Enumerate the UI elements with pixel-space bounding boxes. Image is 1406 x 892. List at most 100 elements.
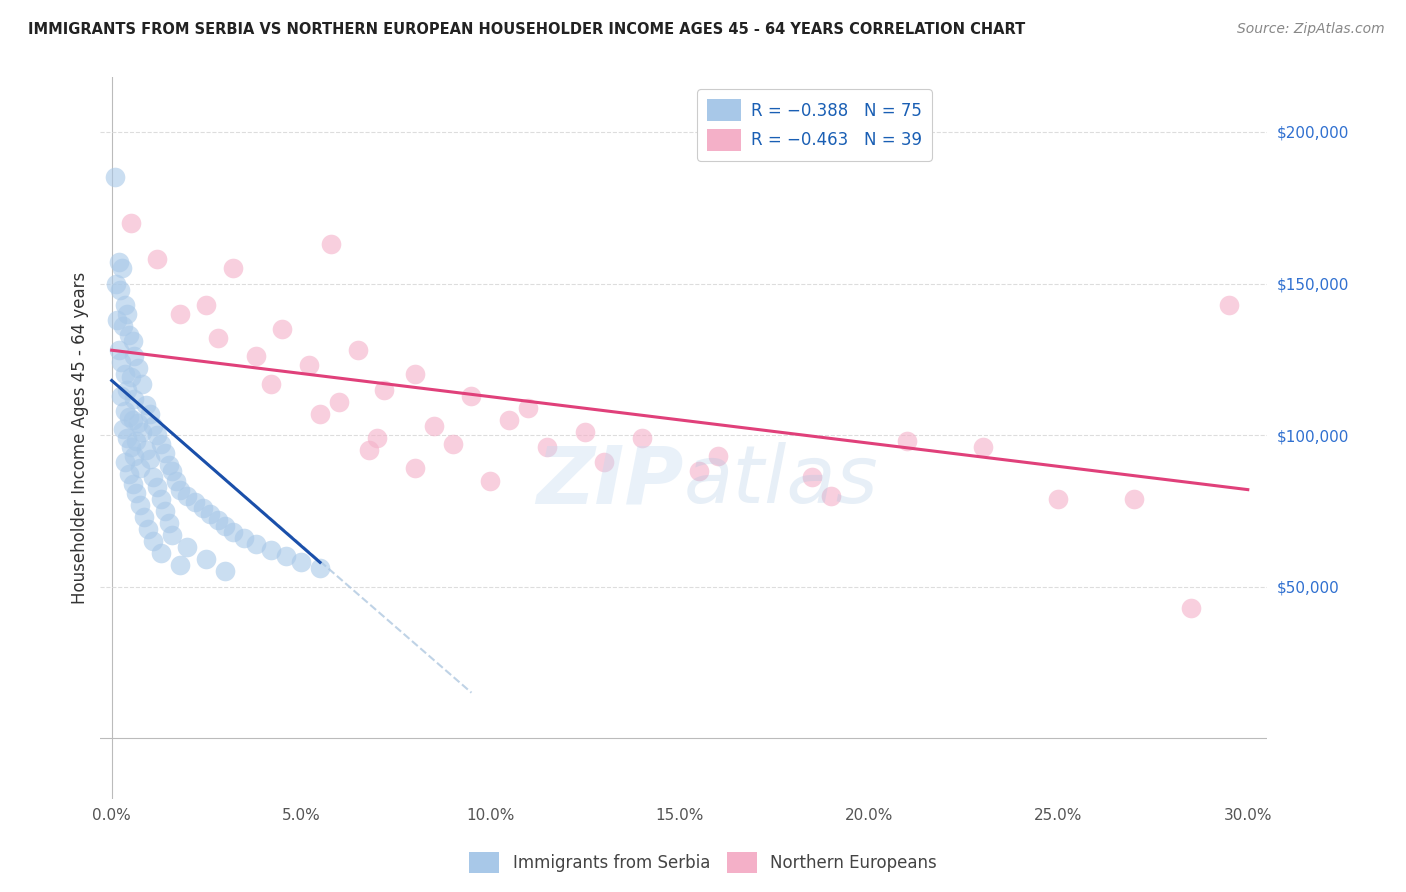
Point [136,522,159,536]
Text: Source: ZipAtlas.com: Source: ZipAtlas.com [1237,22,1385,37]
Point [631,431,654,445]
Point [107,255,129,269]
Point [120,216,142,230]
Point [321,237,343,252]
Point [162,465,184,479]
Point [169,558,191,573]
Point [191,500,214,515]
Point [165,474,187,488]
Point [207,513,229,527]
Point [114,368,136,382]
Point [131,425,153,439]
Point [105,277,128,291]
Point [176,540,198,554]
Point [195,298,218,312]
Point [124,392,146,406]
Y-axis label: Householder Income Ages 45 - 64 years: Householder Income Ages 45 - 64 years [72,272,89,604]
Point [115,431,138,445]
Point [135,398,157,412]
Point [1123,491,1146,506]
Point [1047,491,1070,506]
Point [169,483,191,497]
Point [214,519,236,533]
Point [121,476,143,491]
Point [536,440,558,454]
Point [498,413,520,427]
Point [125,434,148,449]
Point [110,389,132,403]
Point [118,328,141,343]
Point [114,455,136,469]
Text: atlas: atlas [683,442,879,520]
Point [124,349,146,363]
Text: ZIP: ZIP [536,442,683,520]
Point [896,434,918,449]
Point [309,561,332,575]
Point [366,431,388,445]
Point [195,552,218,566]
Point [820,489,842,503]
Point [112,422,135,436]
Point [120,440,142,454]
Point [422,419,444,434]
Point [460,389,482,403]
Point [176,489,198,503]
Point [146,480,169,494]
Point [207,331,229,345]
Text: IMMIGRANTS FROM SERBIA VS NORTHERN EUROPEAN HOUSEHOLDER INCOME AGES 45 - 64 YEAR: IMMIGRANTS FROM SERBIA VS NORTHERN EUROP… [28,22,1025,37]
Point [162,528,184,542]
Point [479,474,502,488]
Point [157,458,180,473]
Point [118,467,141,482]
Point [260,376,283,391]
Point [222,524,245,539]
Point [233,531,256,545]
Point [972,440,994,454]
Point [114,298,136,312]
Point [121,334,143,348]
Point [125,485,148,500]
Point [688,465,710,479]
Point [138,407,160,421]
Point [198,507,221,521]
Point [138,452,160,467]
Point [129,498,152,512]
Point [373,383,395,397]
Point [574,425,596,439]
Point [404,368,426,382]
Point [517,401,540,415]
Point [142,534,165,549]
Legend: R = −0.388   N = 75, R = −0.463   N = 39: R = −0.388 N = 75, R = −0.463 N = 39 [697,89,932,161]
Point [115,383,138,397]
Point [706,450,728,464]
Point [127,361,149,376]
Point [104,170,127,185]
Point [801,470,824,484]
Point [271,322,294,336]
Point [260,543,283,558]
Point [328,394,350,409]
Point [593,455,616,469]
Point [142,470,165,484]
Point [108,343,131,358]
Point [298,359,321,373]
Point [245,349,267,363]
Point [274,549,297,564]
Point [129,461,152,475]
Point [184,494,207,508]
Point [149,546,172,560]
Point [309,407,332,421]
Point [404,461,426,475]
Point [149,491,172,506]
Point [290,555,312,569]
Point [118,409,141,424]
Point [135,443,157,458]
Legend: Immigrants from Serbia, Northern Europeans: Immigrants from Serbia, Northern Europea… [463,846,943,880]
Point [169,307,191,321]
Point [120,370,142,384]
Point [1180,600,1202,615]
Point [124,450,146,464]
Point [214,565,236,579]
Point [347,343,370,358]
Point [131,376,153,391]
